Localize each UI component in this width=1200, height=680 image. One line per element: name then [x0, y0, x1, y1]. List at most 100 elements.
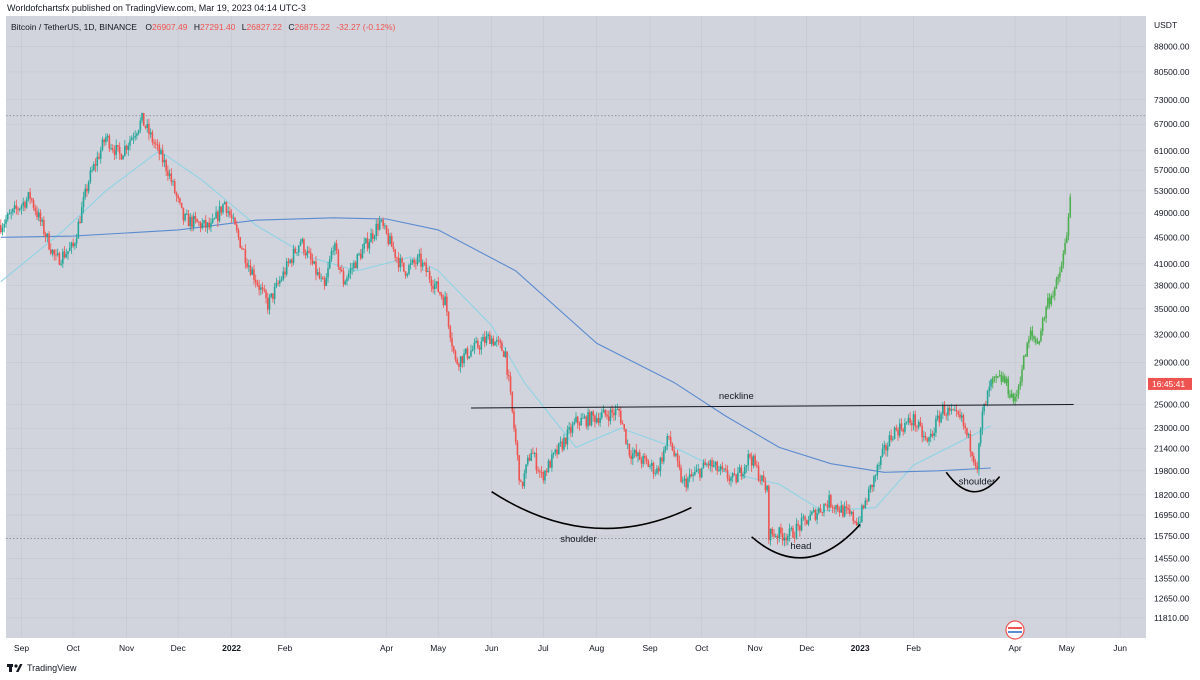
time-axis[interactable]: Sep Oct Nov Dec 2022 Feb Apr May Jun Jul Aug Sep Oct… [14, 643, 1127, 653]
candle-body [647, 461, 650, 467]
footer-brand[interactable]: TradingView [7, 663, 77, 673]
candle-body [440, 293, 443, 298]
price-tick-label: 13550.00 [1154, 574, 1190, 584]
candle-body [141, 112, 143, 121]
candle-body [84, 188, 87, 198]
projection-candle [1065, 235, 1068, 244]
candle-body [792, 528, 794, 538]
candle-body [556, 449, 558, 455]
projection-candle [1012, 393, 1015, 402]
candle-body [365, 238, 367, 243]
projection-candle [1014, 396, 1016, 402]
projection-candle [1050, 295, 1053, 305]
candle-body [48, 233, 50, 250]
candle-body [972, 456, 975, 463]
price-tick-label: 53000.00 [1154, 186, 1190, 196]
candle-body [621, 422, 624, 425]
candle-body [849, 509, 851, 514]
candle-body [857, 522, 860, 526]
candle-body [279, 280, 281, 284]
candle-body [618, 408, 620, 411]
candle-body [781, 533, 784, 541]
candle-body [866, 500, 868, 502]
candle-body [454, 351, 457, 360]
candle-body [74, 243, 76, 247]
candle-body [766, 485, 768, 491]
candle-body [747, 454, 750, 466]
plot-background[interactable] [6, 16, 1146, 638]
candle-body [614, 409, 617, 416]
candle-body [809, 514, 811, 521]
candle-body [666, 436, 669, 446]
candle-body [98, 156, 100, 159]
candle-body [142, 112, 145, 126]
candle-body [179, 198, 181, 203]
candle-body [773, 534, 775, 537]
candle-body [787, 535, 789, 541]
candle-body [959, 414, 961, 418]
candle-body [187, 213, 190, 227]
candle-body [609, 409, 612, 421]
projection-candle [1010, 393, 1013, 398]
ma-fast-line [0, 150, 992, 512]
candle-body [923, 435, 925, 438]
legend-high-label: H [194, 22, 200, 32]
candle-body [130, 137, 133, 141]
candle-body [356, 254, 359, 269]
candle-body [494, 341, 496, 346]
legend-low-label: L [242, 22, 247, 32]
candle-body [520, 480, 522, 482]
candle-body [473, 342, 476, 350]
candle-body [966, 428, 968, 436]
candle-body [657, 468, 660, 472]
candle-body [447, 311, 450, 327]
candle-body [850, 511, 853, 514]
candle-body [17, 208, 19, 210]
candle-body [347, 273, 350, 278]
candle-body [108, 135, 111, 149]
price-tick-label: 88000.00 [1154, 42, 1190, 52]
candle-body [425, 262, 427, 272]
candle-body [15, 205, 18, 209]
candle-body [55, 254, 57, 256]
time-tick-label: May [1059, 643, 1076, 653]
candle-body [427, 271, 429, 272]
candle-body [201, 223, 204, 229]
replay-icon[interactable] [1005, 620, 1025, 640]
candle-body [464, 348, 467, 354]
footer-brand-text: TradingView [27, 663, 77, 673]
projection-candle [1017, 386, 1020, 395]
candle-body [871, 484, 873, 488]
candle-body [296, 252, 298, 254]
candle-body [91, 169, 93, 171]
price-tick-label: 80500.00 [1154, 67, 1190, 77]
candle-body [564, 437, 567, 445]
candle-body [663, 450, 665, 462]
candle-body [502, 350, 505, 357]
candle-body [876, 465, 879, 476]
candle-body [830, 495, 832, 508]
candle-body [723, 468, 725, 470]
candle-body [926, 438, 929, 442]
candle-body [254, 279, 257, 283]
candle-body [509, 376, 512, 392]
candle-body [272, 293, 274, 300]
candle-body [795, 523, 798, 538]
candle-body [528, 457, 531, 461]
candle-body [673, 450, 675, 456]
candle-body [730, 477, 732, 481]
price-tick-label: 57000.00 [1154, 165, 1190, 175]
candle-body [167, 170, 169, 176]
candle-body [244, 249, 247, 264]
price-axis[interactable]: 88000.00 80500.00 73000.00 67000.00 61000.00… [1154, 42, 1190, 623]
time-tick-label: Dec [799, 643, 815, 653]
candle-body [838, 510, 841, 513]
candle-body [731, 473, 734, 478]
candle-body [570, 427, 572, 433]
candle-body [840, 505, 842, 513]
candle-body [545, 470, 548, 473]
candle-body [308, 250, 310, 253]
price-tick-label: 21400.00 [1154, 444, 1190, 454]
candle-body [575, 416, 577, 422]
